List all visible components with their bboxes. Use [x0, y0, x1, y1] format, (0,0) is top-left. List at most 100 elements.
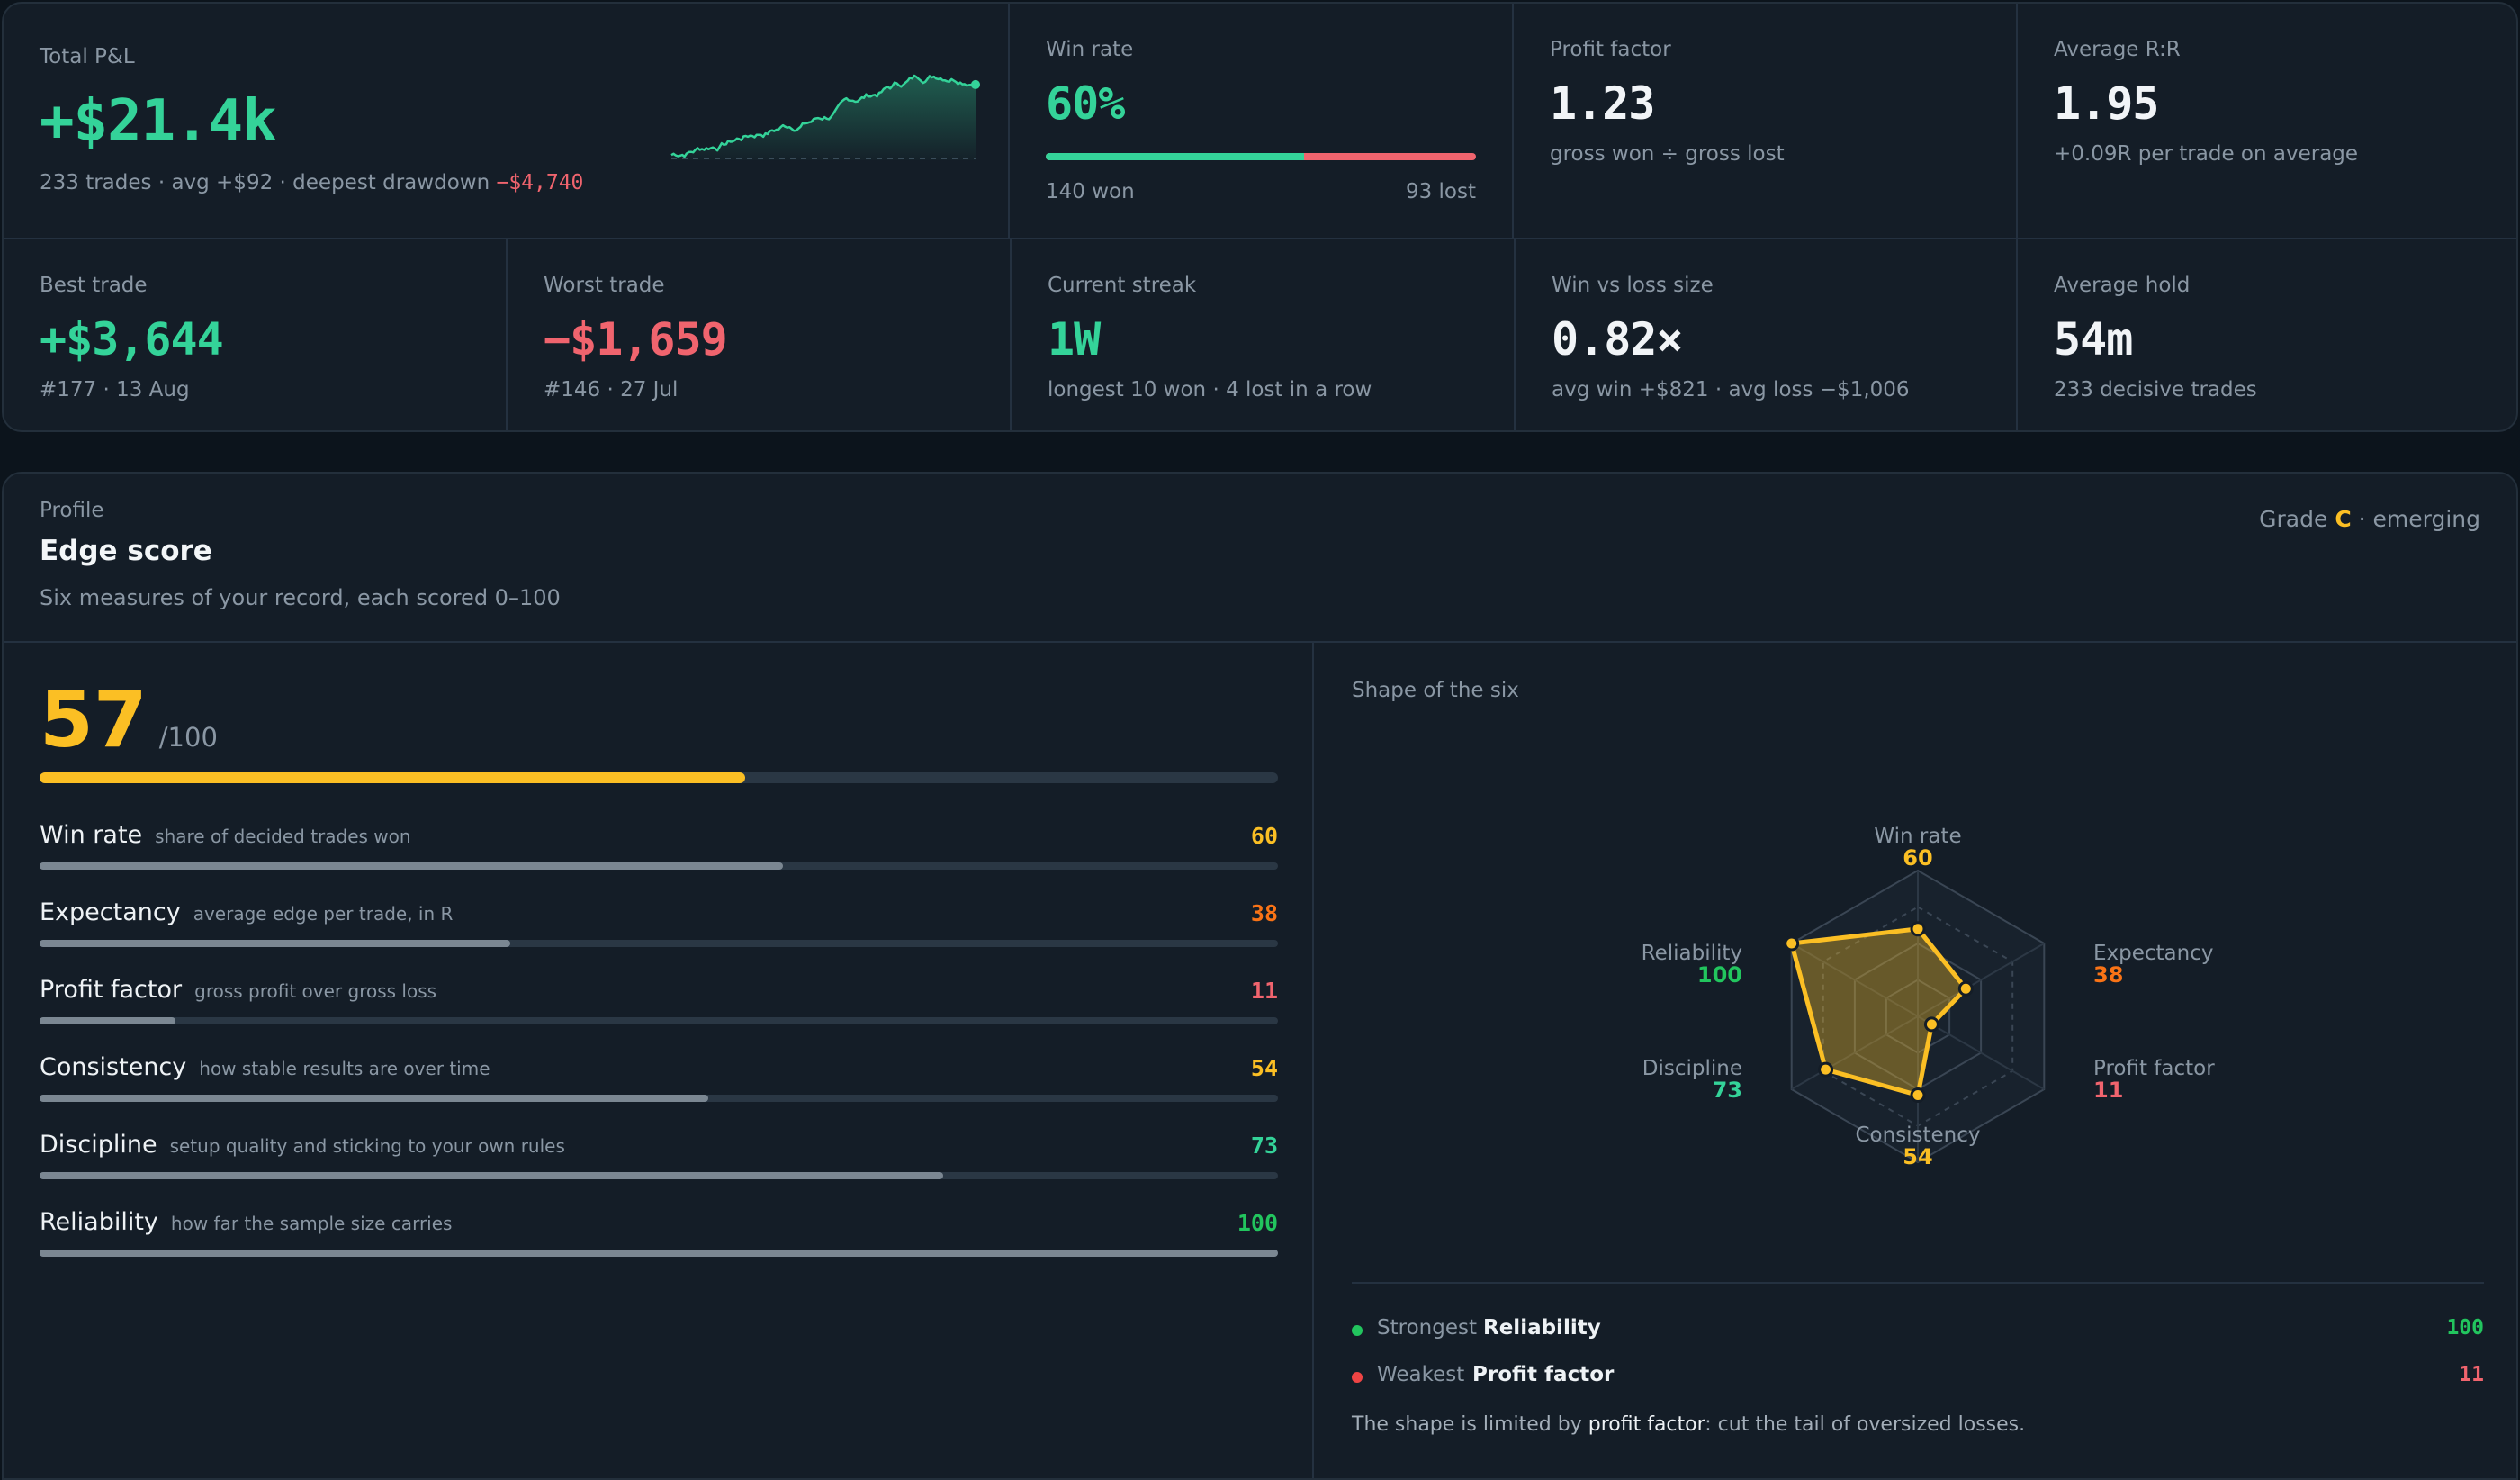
edge-title: Edge score: [40, 535, 212, 567]
metric-bar: [40, 862, 1278, 870]
metric-title: Consistency: [40, 1053, 187, 1081]
metric-bar: [40, 1017, 1278, 1024]
stat-sub: longest 10 won · 4 lost in a row: [1048, 378, 1372, 402]
metric-row: Win rate share of decided trades won 60: [40, 821, 1278, 884]
radar-axis-label: Consistency: [1855, 1124, 1980, 1147]
metric-name: Expectancy average edge per trade, in R: [40, 898, 453, 926]
metric-name: Reliability how far the sample size carri…: [40, 1208, 452, 1236]
win-fill: [1046, 153, 1305, 160]
radar-note: The shape is limited by profit factor: c…: [1352, 1413, 2025, 1436]
grade-badge: Grade C · emerging: [2259, 506, 2480, 532]
stat-value: 1.95: [2054, 77, 2159, 130]
stat-value: 0.82×: [1552, 313, 1684, 365]
metric-title: Win rate: [40, 821, 143, 849]
metric-bar: [40, 940, 1278, 947]
stat-sub: #177 · 13 Aug: [40, 378, 190, 402]
metric-description: how far the sample size carries: [170, 1213, 453, 1234]
radar-axis-value: 73: [1713, 1078, 1742, 1103]
metric-name: Win rate share of decided trades won: [40, 821, 411, 849]
grade-letter: C: [2335, 506, 2352, 532]
lost-count: 93 lost: [1405, 180, 1476, 203]
stat-value: +$21.4k: [40, 88, 277, 155]
stat-sub: 233 decisive trades: [2054, 378, 2257, 402]
radar-point: [1910, 1087, 1926, 1103]
stat-win-rate: Win rate 60% 140 won 93 lost: [1010, 4, 1514, 239]
radar-point: [1910, 921, 1926, 937]
radar-panel: Shape of the six Win rate 60 Expectancy 38 P…: [1316, 643, 2516, 1478]
weakest-value: 11: [2459, 1363, 2484, 1386]
stat-worst-trade: Worst trade −$1,659 #146 · 27 Jul: [508, 239, 1012, 430]
stat-win-vs-loss: Win vs loss size 0.82× avg win +$821 · a…: [1516, 239, 2018, 430]
note-suffix: : cut the tail of oversized losses.: [1705, 1413, 2026, 1436]
metric-value: 100: [1237, 1210, 1278, 1236]
stat-value: 60%: [1046, 77, 1125, 130]
stat-label: Current streak: [1048, 274, 1197, 297]
metric-row: Discipline setup quality and sticking to …: [40, 1131, 1278, 1194]
edge-subtitle: Six measures of your record, each scored…: [40, 585, 561, 610]
metric-value: 38: [1250, 900, 1278, 926]
stat-value: +$3,644: [40, 313, 224, 365]
metric-name: Profit factor gross profit over gross los…: [40, 976, 436, 1004]
score-bar-fill: [40, 772, 746, 783]
stat-average-rr: Average R:R 1.95 +0.09R per trade on ave…: [2018, 4, 2516, 239]
sparkline-line: [670, 74, 976, 158]
weakest-label: Weakest: [1377, 1363, 1465, 1386]
metric-name: Discipline setup quality and sticking to …: [40, 1131, 565, 1159]
stat-sub: #146 · 27 Jul: [544, 378, 679, 402]
stat-profit-factor: Profit factor 1.23 gross won ÷ gross los…: [1514, 4, 2018, 239]
strongest-label: Strongest: [1377, 1316, 1477, 1340]
weakest-dot: [1352, 1372, 1363, 1383]
stat-value: 54m: [2054, 313, 2133, 365]
pnl-sparkline: [670, 74, 980, 160]
metric-description: how stable results are over time: [199, 1058, 490, 1079]
stats-card: Total P&L +$21.4k 233 trades · avg +$92 …: [2, 2, 2518, 432]
metric-bar: [40, 1095, 1278, 1102]
score-max: /100: [158, 722, 218, 753]
metric-description: setup quality and sticking to your own r…: [169, 1135, 565, 1157]
radar-axis-value: 60: [1903, 845, 1932, 871]
metric-value: 60: [1250, 823, 1278, 849]
stat-label: Average R:R: [2054, 38, 2181, 61]
radar-axis-label: Expectancy: [2093, 942, 2214, 965]
score-bar: [40, 772, 1278, 783]
metric-row: Reliability how far the sample size carri…: [40, 1208, 1278, 1271]
radar-spoke: [1791, 1015, 1919, 1090]
radar-point: [1923, 1016, 1940, 1033]
won-count: 140 won: [1046, 180, 1135, 203]
stat-label: Worst trade: [544, 274, 665, 297]
stat-summary: 233 trades · avg +$92 · deepest drawdown…: [40, 171, 583, 194]
stat-label: Total P&L: [40, 45, 135, 68]
radar-axis-value: 11: [2093, 1078, 2123, 1103]
radar-divider: [1352, 1282, 2484, 1284]
grade-prefix: Grade: [2259, 506, 2336, 532]
edge-eyebrow: Profile: [40, 499, 104, 522]
metric-row: Consistency how stable results are over t…: [40, 1053, 1278, 1116]
weakest-row: Weakest Profit factor 11: [1352, 1361, 2484, 1394]
stat-label: Best trade: [40, 274, 148, 297]
metric-title: Reliability: [40, 1208, 158, 1236]
radar-spoke: [1917, 943, 2045, 1017]
note-emphasis: profit factor: [1588, 1413, 1706, 1436]
stat-label: Average hold: [2054, 274, 2191, 297]
metric-bar-fill: [40, 1250, 1278, 1257]
stat-label: Win rate: [1046, 38, 1134, 61]
metric-bar-fill: [40, 1017, 176, 1024]
strongest-row: Strongest Reliability 100: [1352, 1314, 2484, 1347]
grade-suffix: · emerging: [2351, 506, 2480, 532]
strongest-value: 100: [2446, 1316, 2484, 1340]
radar-axis-value: 54: [1903, 1144, 1932, 1169]
stat-best-trade: Best trade +$3,644 #177 · 13 Aug: [4, 239, 508, 430]
metric-description: average edge per trade, in R: [193, 903, 454, 925]
stat-sub: +0.09R per trade on average: [2054, 142, 2359, 166]
metric-bar: [40, 1172, 1278, 1179]
metric-row: Expectancy average edge per trade, in R 38: [40, 898, 1278, 961]
pnl-drawdown: −$4,740: [496, 171, 584, 194]
radar-point: [1818, 1061, 1834, 1078]
sparkline-end-dot: [971, 79, 980, 89]
metric-description: gross profit over gross loss: [194, 980, 437, 1002]
stat-label: Profit factor: [1550, 38, 1671, 61]
win-loss-bar: [1046, 153, 1476, 160]
radar-point: [1784, 935, 1800, 952]
radar-axis-label: Win rate: [1874, 825, 1961, 848]
